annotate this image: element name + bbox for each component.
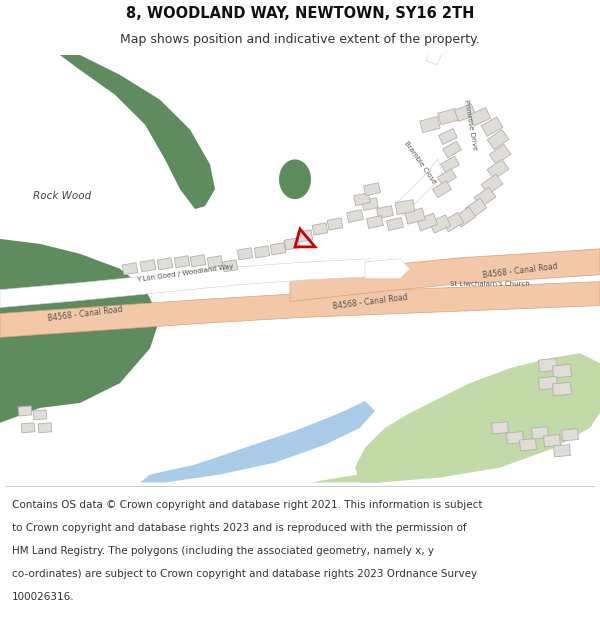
Polygon shape bbox=[437, 169, 457, 186]
Ellipse shape bbox=[279, 159, 311, 199]
Polygon shape bbox=[554, 444, 571, 457]
Polygon shape bbox=[405, 208, 425, 224]
Polygon shape bbox=[222, 259, 238, 272]
Polygon shape bbox=[327, 218, 343, 230]
Polygon shape bbox=[0, 259, 370, 308]
Polygon shape bbox=[157, 258, 173, 270]
Polygon shape bbox=[439, 129, 457, 144]
Polygon shape bbox=[553, 364, 571, 378]
Polygon shape bbox=[469, 107, 491, 126]
Polygon shape bbox=[562, 429, 578, 441]
Polygon shape bbox=[290, 249, 600, 301]
Polygon shape bbox=[174, 256, 190, 268]
Polygon shape bbox=[0, 363, 70, 403]
Polygon shape bbox=[438, 109, 458, 125]
Polygon shape bbox=[377, 206, 394, 219]
Polygon shape bbox=[440, 156, 460, 172]
Text: Primrose Drive: Primrose Drive bbox=[463, 99, 478, 151]
Text: HM Land Registry. The polygons (including the associated geometry, namely x, y: HM Land Registry. The polygons (includin… bbox=[12, 546, 434, 556]
Polygon shape bbox=[347, 209, 364, 222]
Polygon shape bbox=[237, 248, 253, 260]
Polygon shape bbox=[38, 422, 52, 433]
Polygon shape bbox=[254, 246, 270, 258]
Polygon shape bbox=[270, 242, 286, 255]
Polygon shape bbox=[420, 116, 440, 132]
Polygon shape bbox=[60, 55, 215, 209]
Polygon shape bbox=[284, 238, 300, 250]
Polygon shape bbox=[364, 182, 380, 196]
Polygon shape bbox=[190, 255, 206, 267]
Polygon shape bbox=[18, 406, 32, 416]
Polygon shape bbox=[474, 187, 496, 207]
Polygon shape bbox=[395, 199, 415, 214]
Polygon shape bbox=[365, 259, 410, 279]
Polygon shape bbox=[0, 282, 600, 338]
Polygon shape bbox=[140, 401, 375, 482]
Polygon shape bbox=[207, 256, 223, 268]
Polygon shape bbox=[506, 432, 523, 444]
Polygon shape bbox=[353, 192, 370, 206]
Text: B4568 - Canal Road: B4568 - Canal Road bbox=[47, 305, 123, 324]
Polygon shape bbox=[33, 410, 47, 420]
Polygon shape bbox=[481, 174, 503, 194]
Text: to Crown copyright and database rights 2023 and is reproduced with the permissio: to Crown copyright and database rights 2… bbox=[12, 523, 467, 533]
Polygon shape bbox=[487, 129, 509, 149]
Polygon shape bbox=[442, 213, 464, 232]
Polygon shape bbox=[0, 55, 160, 423]
Polygon shape bbox=[312, 223, 328, 235]
Polygon shape bbox=[21, 422, 35, 433]
Polygon shape bbox=[454, 104, 476, 121]
Polygon shape bbox=[489, 144, 511, 164]
Text: co-ordinates) are subject to Crown copyright and database rights 2023 Ordnance S: co-ordinates) are subject to Crown copyr… bbox=[12, 569, 477, 579]
Polygon shape bbox=[355, 353, 600, 482]
Text: Contains OS data © Crown copyright and database right 2021. This information is : Contains OS data © Crown copyright and d… bbox=[12, 500, 482, 510]
Polygon shape bbox=[487, 159, 509, 179]
Text: Rock Wood: Rock Wood bbox=[33, 191, 91, 201]
Polygon shape bbox=[140, 259, 156, 272]
Polygon shape bbox=[481, 117, 503, 136]
Polygon shape bbox=[443, 141, 461, 158]
Polygon shape bbox=[532, 427, 548, 439]
Polygon shape bbox=[122, 262, 138, 275]
Polygon shape bbox=[433, 181, 451, 198]
Polygon shape bbox=[426, 0, 538, 65]
Polygon shape bbox=[454, 207, 476, 227]
Polygon shape bbox=[386, 217, 403, 231]
Polygon shape bbox=[430, 215, 451, 233]
Polygon shape bbox=[300, 383, 545, 482]
Text: Bramble Close: Bramble Close bbox=[403, 141, 437, 185]
Text: B4568 - Canal Road: B4568 - Canal Road bbox=[482, 262, 558, 280]
Polygon shape bbox=[544, 434, 560, 447]
Polygon shape bbox=[297, 230, 313, 242]
Text: Y Lon Goed / Woodland Way: Y Lon Goed / Woodland Way bbox=[136, 263, 234, 282]
Text: 8, WOODLAND WAY, NEWTOWN, SY16 2TH: 8, WOODLAND WAY, NEWTOWN, SY16 2TH bbox=[126, 6, 474, 21]
Polygon shape bbox=[520, 439, 536, 451]
Text: B4568 - Canal Road: B4568 - Canal Road bbox=[332, 292, 408, 311]
Polygon shape bbox=[367, 216, 383, 228]
Polygon shape bbox=[553, 382, 571, 396]
Polygon shape bbox=[362, 198, 379, 211]
Polygon shape bbox=[539, 376, 557, 390]
Text: St Llwchaiarn's Church: St Llwchaiarn's Church bbox=[450, 281, 530, 287]
Text: Map shows position and indicative extent of the property.: Map shows position and indicative extent… bbox=[120, 33, 480, 46]
Polygon shape bbox=[491, 422, 508, 434]
Polygon shape bbox=[465, 198, 487, 218]
Polygon shape bbox=[398, 159, 442, 216]
Text: 100026316.: 100026316. bbox=[12, 591, 74, 601]
Polygon shape bbox=[416, 213, 437, 231]
Polygon shape bbox=[539, 359, 557, 372]
